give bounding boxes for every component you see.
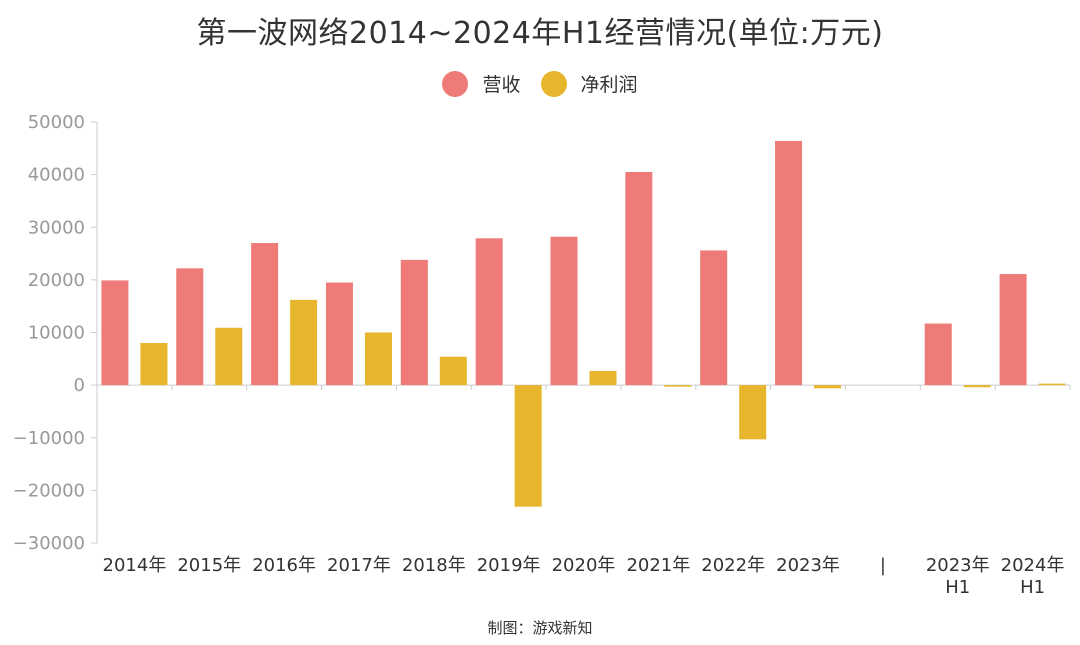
x-tick-label: 2024年 (1001, 555, 1065, 576)
x-tick-label: 2014年 (103, 555, 167, 576)
y-tick-label: 30000 (28, 217, 85, 238)
x-tick-label: 2020年 (552, 555, 616, 576)
bar-net-profit-2 (290, 299, 318, 386)
chart-title: 第一波网络2014~2024年H1经营情况(单位:万元) (196, 16, 884, 51)
y-tick-label: 10000 (28, 323, 85, 344)
bar-revenue-11 (924, 323, 952, 386)
legend-label-revenue: 营收 (482, 74, 521, 96)
x-tick-label: 2015年 (177, 555, 241, 576)
y-tick-label: 0 (74, 375, 85, 396)
x-tick-label: | (880, 555, 886, 576)
bar-revenue-9 (775, 140, 803, 386)
x-tick-label: 2023年 (926, 555, 990, 576)
bar-revenue-6 (550, 236, 578, 386)
bar-revenue-3 (325, 282, 353, 386)
bar-net-profit-1 (215, 327, 243, 386)
x-tick-label: 2016年 (252, 555, 316, 576)
bar-net-profit-8 (739, 385, 767, 440)
legend-swatch-net-profit (540, 70, 567, 97)
bar-revenue-8 (700, 250, 728, 386)
legend-item-revenue: 营收 (442, 70, 521, 97)
bar-net-profit-6 (589, 370, 617, 386)
source-credit: 制图：游戏新知 (487, 619, 593, 637)
bar-net-profit-11 (963, 385, 991, 388)
y-tick-label: −20000 (13, 480, 85, 501)
bar-revenue-1 (176, 268, 204, 386)
x-tick-label: 2022年 (701, 555, 765, 576)
x-tick-label: 2018年 (402, 555, 466, 576)
bar-revenue-5 (475, 238, 503, 386)
bar-revenue-12 (999, 274, 1027, 386)
x-tick-label: 2021年 (626, 555, 690, 576)
y-tick-label: 40000 (28, 165, 85, 186)
bar-revenue-4 (400, 259, 428, 386)
y-tick-label: 50000 (28, 112, 85, 133)
legend: 营收 净利润 (0, 70, 1080, 97)
bar-revenue-2 (251, 243, 279, 386)
x-tick-label: H1 (945, 577, 970, 598)
bar-revenue-7 (625, 171, 653, 386)
y-tick-label: 20000 (28, 270, 85, 291)
bar-net-profit-9 (814, 385, 842, 389)
legend-item-net-profit: 净利润 (540, 70, 638, 97)
bar-net-profit-3 (364, 332, 392, 386)
bar-net-profit-12 (1038, 383, 1066, 386)
legend-label-net-profit: 净利润 (580, 74, 638, 96)
y-tick-label: −30000 (13, 533, 85, 554)
x-tick-label: 2017年 (327, 555, 391, 576)
bar-net-profit-7 (664, 385, 692, 387)
bar-net-profit-5 (514, 385, 542, 507)
x-tick-label: 2019年 (477, 555, 541, 576)
bar-net-profit-4 (439, 356, 467, 386)
bar-revenue-0 (101, 280, 129, 386)
bar-net-profit-0 (140, 343, 168, 386)
y-tick-label: −10000 (13, 428, 85, 449)
x-tick-label: 2023年 (776, 555, 840, 576)
x-tick-label: H1 (1020, 577, 1045, 598)
legend-swatch-revenue (442, 70, 469, 97)
